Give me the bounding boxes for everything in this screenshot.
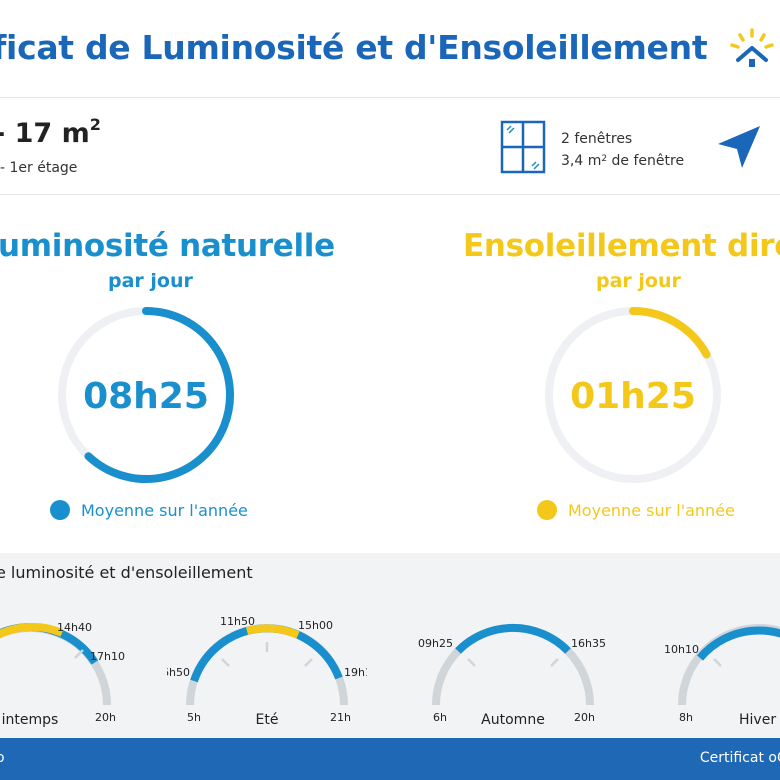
autumn-range-end: 20h [574, 711, 595, 724]
window-icon [500, 120, 546, 174]
spring-sun-end: 14h40 [57, 621, 92, 634]
spring-range-end: 20h [95, 711, 116, 724]
windows-count: 2 fenêtres [561, 131, 633, 147]
sun-house-logo-icon [730, 28, 774, 67]
sunshine-legend: Moyenne sur l'année [537, 500, 735, 520]
winter-range-start: 8h [679, 711, 693, 724]
winter-label: Hiver [739, 712, 776, 728]
autumn-light-start: 09h25 [418, 637, 453, 650]
sunshine-subtitle: par jour [596, 270, 681, 292]
luminosity-title: uminosité naturelle [0, 228, 335, 264]
luminosity-subtitle: par jour [108, 270, 193, 292]
windows-surface-unit: de fenêtre [607, 153, 685, 169]
luminosity-gauge-arc [84, 307, 234, 483]
sunshine-legend-label: Moyenne sur l'année [568, 500, 735, 520]
season-gauge-autumn: 09h25 16h35 6h 20h Automne [418, 623, 606, 728]
summer-sun-end: 15h00 [298, 619, 333, 632]
sunshine-gauge: 01h25 [545, 307, 721, 483]
luminosity-gauge: 08h25 [58, 307, 234, 483]
autumn-light-end: 16h35 [571, 637, 606, 650]
summer-label: Eté [256, 712, 279, 728]
summer-range-start: 5h [187, 711, 201, 724]
summer-light-end: 19h10 [344, 666, 367, 679]
sunshine-legend-dot [537, 500, 557, 520]
windows-info: 2 fenêtres 3,4 m2 de fenêtre [561, 128, 684, 172]
spring-label: intemps [2, 712, 59, 728]
footer-left-text: o [0, 750, 5, 766]
winter-light-start: 10h10 [664, 643, 699, 656]
header: ficat de Luminosité et d'Ensoleillement [0, 0, 780, 98]
floor-label: - 1er étage [0, 160, 78, 176]
footer-brand: Certificat oQ [699, 750, 780, 766]
sunshine-gauge-arc [629, 307, 711, 359]
area-exponent: 2 [89, 115, 101, 134]
windows-surface-value: 3,4 m [561, 153, 602, 169]
luminosity-legend-label: Moyenne sur l'année [81, 500, 248, 520]
summer-range-end: 21h [330, 711, 351, 724]
room-area: - 17 m2 [0, 115, 101, 149]
season-gauge-spring: 14h40 17h10 20h intemps [0, 621, 125, 728]
luminosity-legend-dot [50, 500, 70, 520]
footer-bar: o Certificat oQ [0, 738, 780, 780]
location-arrow-icon[interactable] [716, 124, 762, 170]
luminosity-value: 08h25 [83, 376, 209, 417]
summer-sun-start: 11h50 [220, 615, 255, 628]
season-gauge-summer: 06h50 11h50 15h00 19h10 5h 21h Eté [167, 615, 367, 728]
area-value: - 17 m [0, 118, 90, 149]
sunshine-title: Ensoleillement direc [463, 228, 780, 264]
sunshine-value: 01h25 [570, 376, 696, 417]
luminosity-legend: Moyenne sur l'année [50, 500, 248, 520]
seasons-panel-title: e luminosité et d'ensoleillement [0, 563, 253, 582]
seasons-panel: e luminosité et d'ensoleillement [0, 553, 780, 738]
autumn-label: Automne [481, 712, 545, 728]
windows-surface: 3,4 m2 de fenêtre [561, 150, 684, 172]
windows-surface-exponent: 2 [601, 154, 608, 164]
page-title: ficat de Luminosité et d'Ensoleillement [0, 28, 708, 67]
property-info-row: - 17 m2 - 1er étage [0, 98, 780, 195]
summer-light-start: 06h50 [167, 666, 190, 679]
autumn-range-start: 6h [433, 711, 447, 724]
season-gauge-winter: 10h10 8h Hiver [664, 624, 780, 728]
spring-light-end: 17h10 [90, 650, 125, 663]
